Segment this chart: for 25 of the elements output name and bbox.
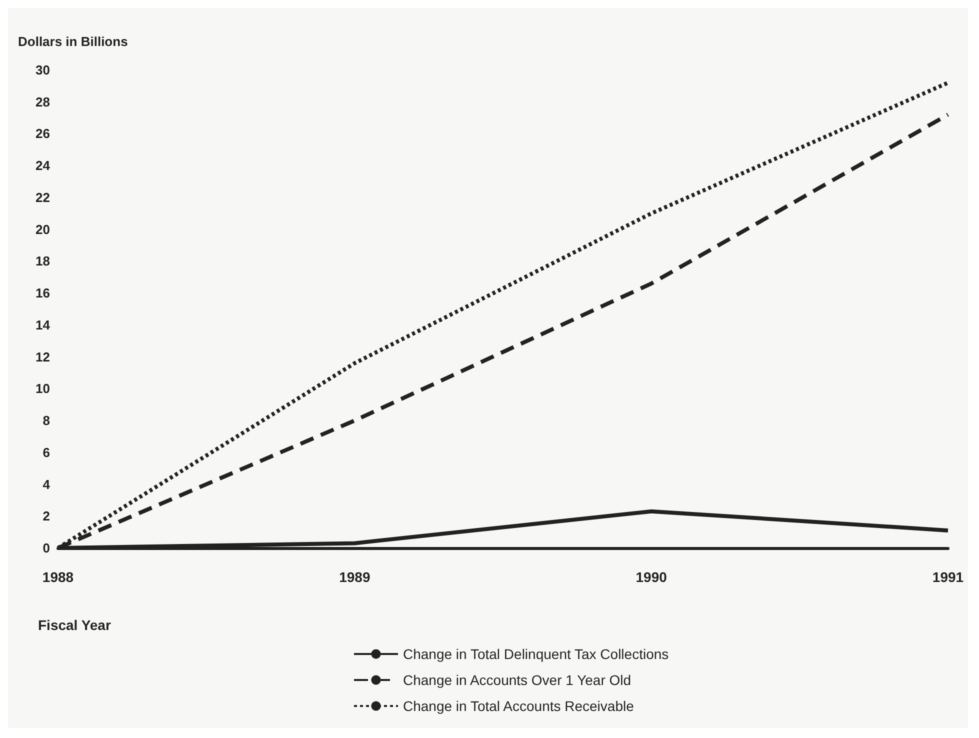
y-tick-label: 26 [36,126,50,142]
legend-label: Change in Total Delinquent Tax Collections [403,646,669,662]
y-tick-label: 0 [42,540,50,556]
y-tick-label: 12 [36,349,50,364]
legend-label: Change in Total Accounts Receivable [403,698,634,714]
y-tick-label: 24 [36,158,51,174]
y-tick-label: 22 [36,190,50,205]
x-axis-title: Fiscal Year [38,617,112,633]
y-axis-title: Dollars in Billions [18,34,128,49]
legend-label: Change in Accounts Over 1 Year Old [403,672,632,688]
y-tick-label: 8 [42,413,50,428]
y-tick-label: 18 [36,254,50,269]
y-tick-label: 4 [42,476,51,492]
y-tick-label: 2 [42,508,50,524]
x-tick-label: 1988 [42,569,74,585]
x-tick-label: 1991 [932,569,964,585]
y-tick-label: 28 [36,94,50,110]
x-tick-label: 1989 [339,569,370,585]
y-tick-label: 14 [36,317,51,332]
x-tick-label: 1990 [636,569,668,585]
y-tick-label: 10 [36,381,50,396]
y-tick-label: 20 [36,222,50,237]
y-tick-label: 6 [42,444,50,460]
y-tick-label: 30 [36,62,50,78]
y-tick-label: 16 [36,286,50,301]
